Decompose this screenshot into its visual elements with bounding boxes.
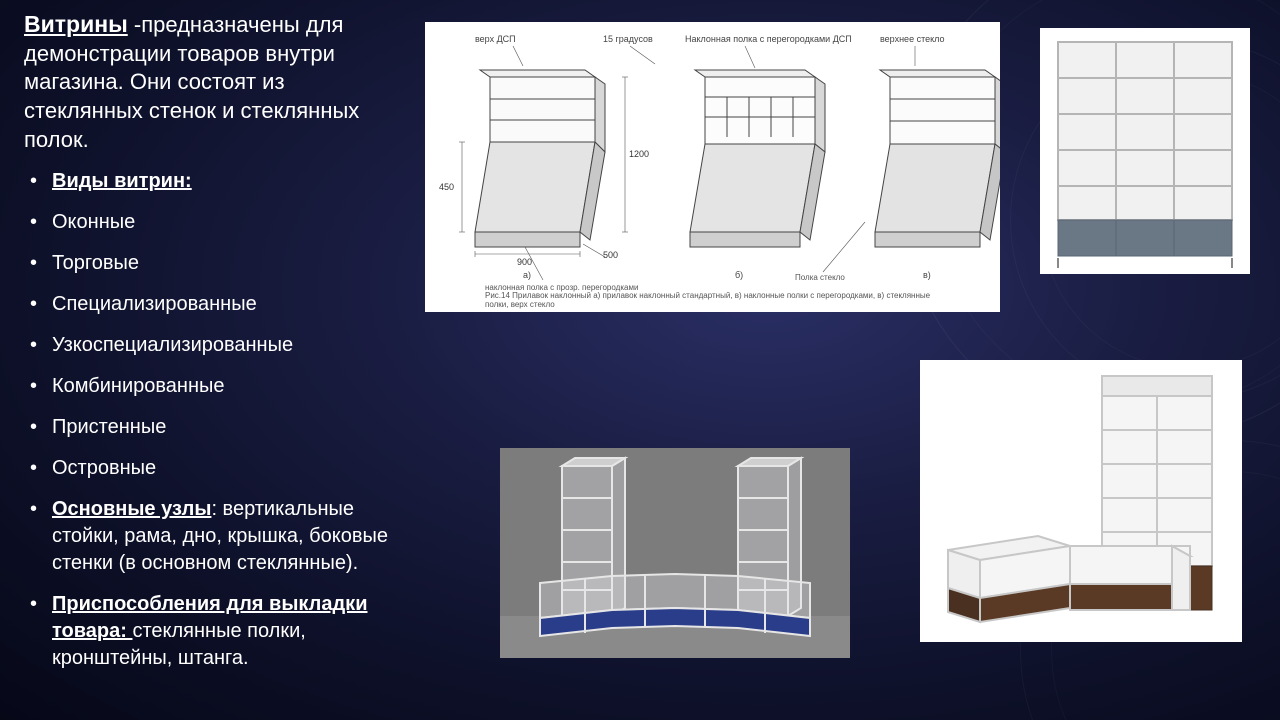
letter-a: а) — [523, 270, 531, 280]
slide: Витрины -предназначены для демонстрации … — [0, 0, 1280, 720]
bullet-display: Приспособления для выкладки товара: стек… — [24, 591, 404, 672]
intro-paragraph: Витрины -предназначены для демонстрации … — [24, 10, 404, 154]
lbl-incl-transp: наклонная полка с прозр. перегородками — [485, 283, 638, 292]
bullet-list: Виды витрин: Оконные Торговые Специализи… — [24, 168, 404, 672]
lbl-deg15: 15 градусов — [603, 34, 653, 44]
image-display-set — [920, 360, 1242, 642]
bullet-item: Пристенные — [24, 414, 404, 441]
bullet-types-head: Виды витрин: — [24, 168, 404, 195]
diagram-technical: верх ДСП 15 градусов Наклонная полка с п… — [425, 22, 1000, 312]
bullet-item: Торговые — [24, 250, 404, 277]
dim-h: 1200 — [629, 149, 649, 159]
bullet-item: Комбинированные — [24, 373, 404, 400]
image-counter-towers — [500, 448, 850, 658]
intro-term: Витрины — [24, 11, 128, 37]
image-tall-cabinet — [1040, 28, 1250, 274]
bullet-item: Узкоспециализированные — [24, 332, 404, 359]
types-head-text: Виды витрин: — [52, 170, 192, 192]
bullet-item: Оконные — [24, 209, 404, 236]
lbl-topglass: верхнее стекло — [880, 34, 945, 44]
letter-c: в) — [923, 270, 931, 280]
bullet-nodes: Основные узлы: вертикальные стойки, рама… — [24, 496, 404, 577]
letter-b: б) — [735, 270, 743, 280]
dim-d: 500 — [603, 250, 618, 260]
lbl-top-dsp: верх ДСП — [475, 34, 516, 44]
bullet-item: Специализированные — [24, 291, 404, 318]
lbl-incl: Наклонная полка с перегородками ДСП — [685, 34, 852, 44]
lbl-glass-shelf: Полка стекло — [795, 273, 845, 282]
bullet-item: Островные — [24, 455, 404, 482]
dim-base: 450 — [439, 182, 454, 192]
dim-w: 900 — [517, 257, 532, 267]
nodes-head: Основные узлы — [52, 498, 211, 520]
fig-caption: Рис.14 Прилавок наклонный а) прилавок на… — [485, 292, 945, 310]
